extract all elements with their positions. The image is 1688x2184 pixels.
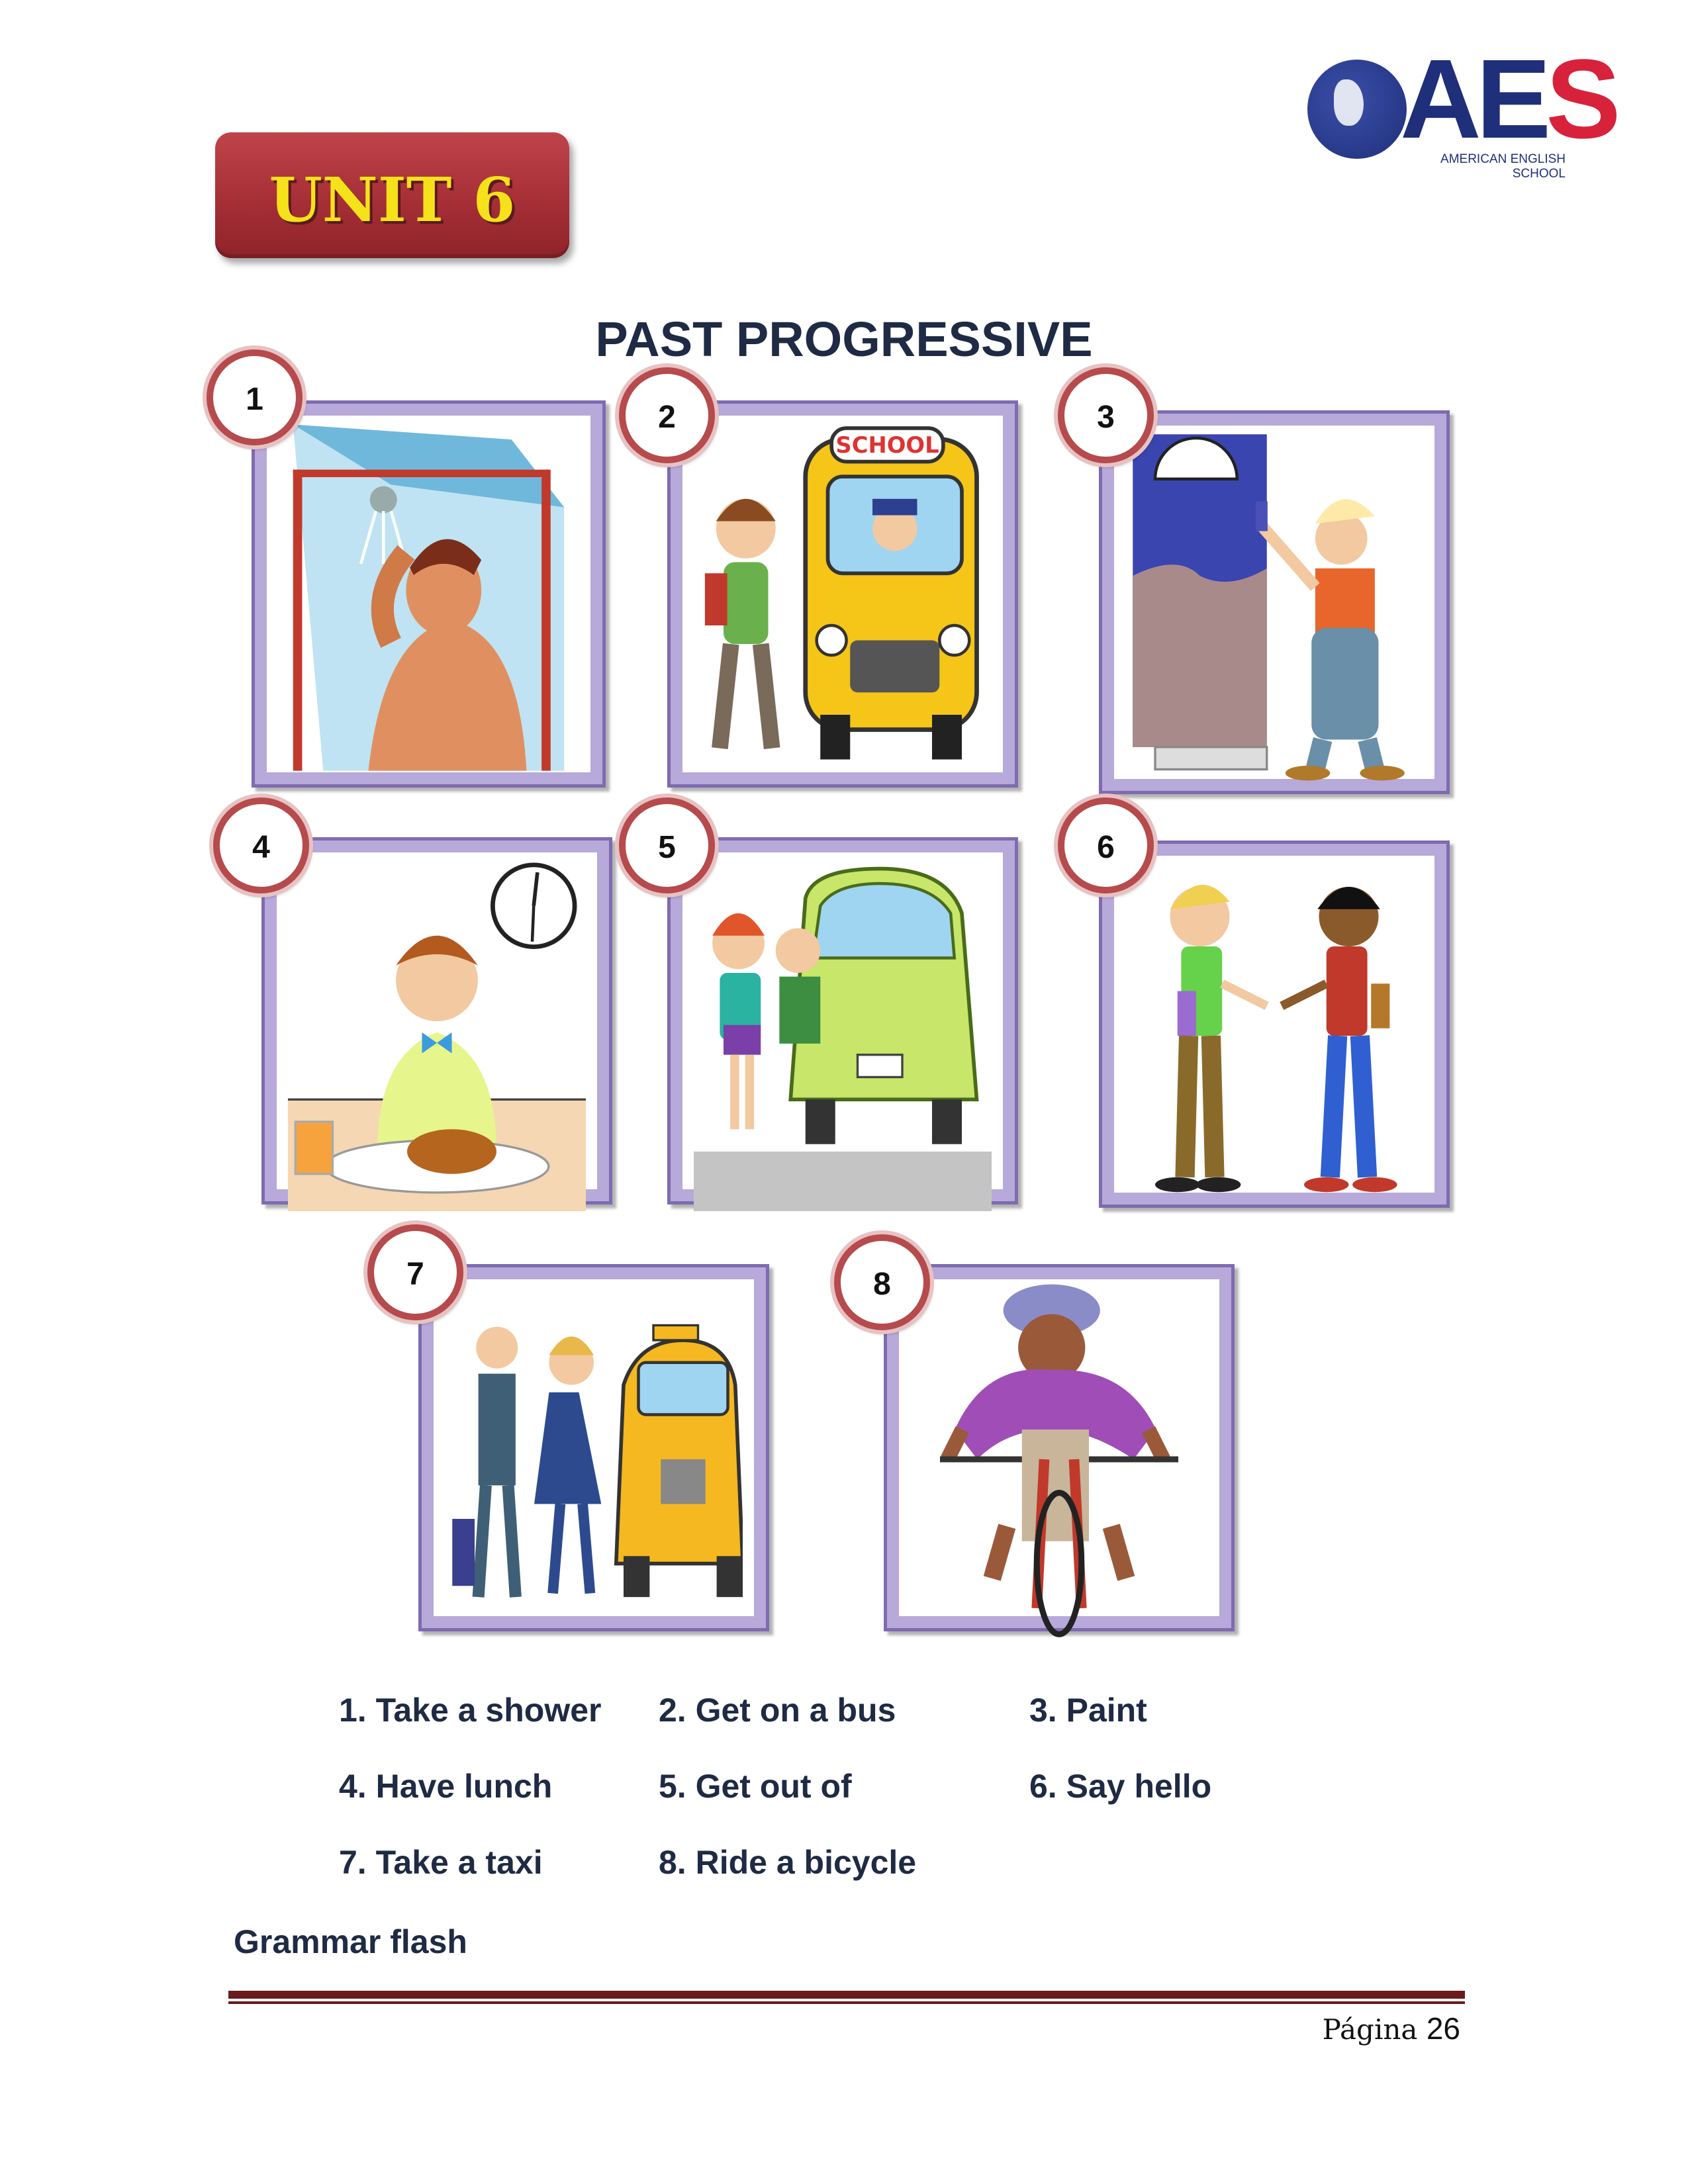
greeting-illustration bbox=[1155, 884, 1397, 1193]
vocab-item-3: 3. Paint bbox=[1029, 1692, 1147, 1729]
footer-rule bbox=[228, 1991, 1465, 1999]
picture-card-7 bbox=[418, 1264, 769, 1631]
lunch-illustration bbox=[288, 854, 586, 1211]
picture-card-6 bbox=[1099, 841, 1450, 1208]
number-badge-8: 8 bbox=[834, 1234, 930, 1330]
number-badge-6: 6 bbox=[1058, 797, 1154, 893]
footer-rule-thin bbox=[228, 2001, 1465, 2004]
number-8: 8 bbox=[873, 1267, 891, 1302]
unit-badge: UNIT 6 bbox=[215, 132, 569, 258]
page-number: Página 26 bbox=[1323, 2011, 1460, 2046]
vocab-item-4: 4. Have lunch bbox=[339, 1768, 553, 1805]
logo-letter-e: E bbox=[1476, 36, 1551, 162]
number-badge-7: 7 bbox=[367, 1224, 463, 1320]
number-badge-2: 2 bbox=[619, 367, 715, 463]
shower-illustration bbox=[293, 424, 565, 771]
globe-icon bbox=[1307, 60, 1407, 159]
page-title: PAST PROGRESSIVE bbox=[595, 312, 1093, 367]
number-1: 1 bbox=[246, 382, 263, 417]
picture-card-4 bbox=[261, 837, 612, 1211]
vocab-item-8: 8. Ride a bicycle bbox=[659, 1844, 917, 1881]
vocab-item-6: 6. Say hello bbox=[1029, 1768, 1212, 1805]
picture-card-5 bbox=[667, 837, 1018, 1211]
taxi-illustration bbox=[452, 1324, 743, 1598]
logo-subtitle-line1: AMERICAN ENGLISH bbox=[1440, 152, 1566, 166]
number-2: 2 bbox=[658, 400, 676, 435]
aes-logo: AES AMERICAN ENGLISH SCHOOL bbox=[1307, 43, 1621, 182]
logo-subtitle-line2: SCHOOL bbox=[1512, 166, 1566, 181]
bicycle-illustration bbox=[940, 1284, 1178, 1637]
number-7: 7 bbox=[406, 1257, 424, 1292]
vocab-item-5: 5. Get out of bbox=[659, 1768, 852, 1805]
vocab-item-7: 7. Take a taxi bbox=[339, 1844, 543, 1881]
number-badge-5: 5 bbox=[619, 797, 715, 893]
picture-card-2: SCHOOL bbox=[667, 400, 1018, 788]
logo-letter-s: S bbox=[1546, 36, 1620, 162]
picture-card-8 bbox=[884, 1264, 1235, 1637]
picture-card-3 bbox=[1099, 410, 1450, 794]
unit-label: UNIT 6 bbox=[269, 164, 516, 236]
vocab-item-2: 2. Get on a bus bbox=[659, 1692, 896, 1729]
painting-illustration bbox=[1133, 434, 1405, 781]
number-6: 6 bbox=[1097, 830, 1115, 865]
logo-letters: AES bbox=[1400, 43, 1621, 156]
number-5: 5 bbox=[658, 830, 676, 865]
number-badge-1: 1 bbox=[207, 349, 303, 445]
page-label: Página bbox=[1322, 2013, 1418, 2046]
picture-card-1 bbox=[252, 400, 606, 788]
vocab-item-1: 1. Take a shower bbox=[339, 1692, 602, 1729]
car-illustration bbox=[694, 866, 992, 1211]
svg-text:SCHOOL: SCHOOL bbox=[835, 432, 939, 458]
logo-subtitle: AMERICAN ENGLISH SCHOOL bbox=[1440, 152, 1566, 181]
number-badge-3: 3 bbox=[1058, 367, 1154, 463]
number-3: 3 bbox=[1097, 400, 1115, 435]
school-bus-illustration: SCHOOL bbox=[704, 426, 979, 760]
page-number-value: 26 bbox=[1426, 2011, 1460, 2046]
grammar-heading: Grammar flash bbox=[234, 1923, 467, 1960]
number-4: 4 bbox=[252, 830, 270, 865]
number-badge-4: 4 bbox=[213, 797, 309, 893]
logo-letter-a: A bbox=[1400, 36, 1481, 162]
